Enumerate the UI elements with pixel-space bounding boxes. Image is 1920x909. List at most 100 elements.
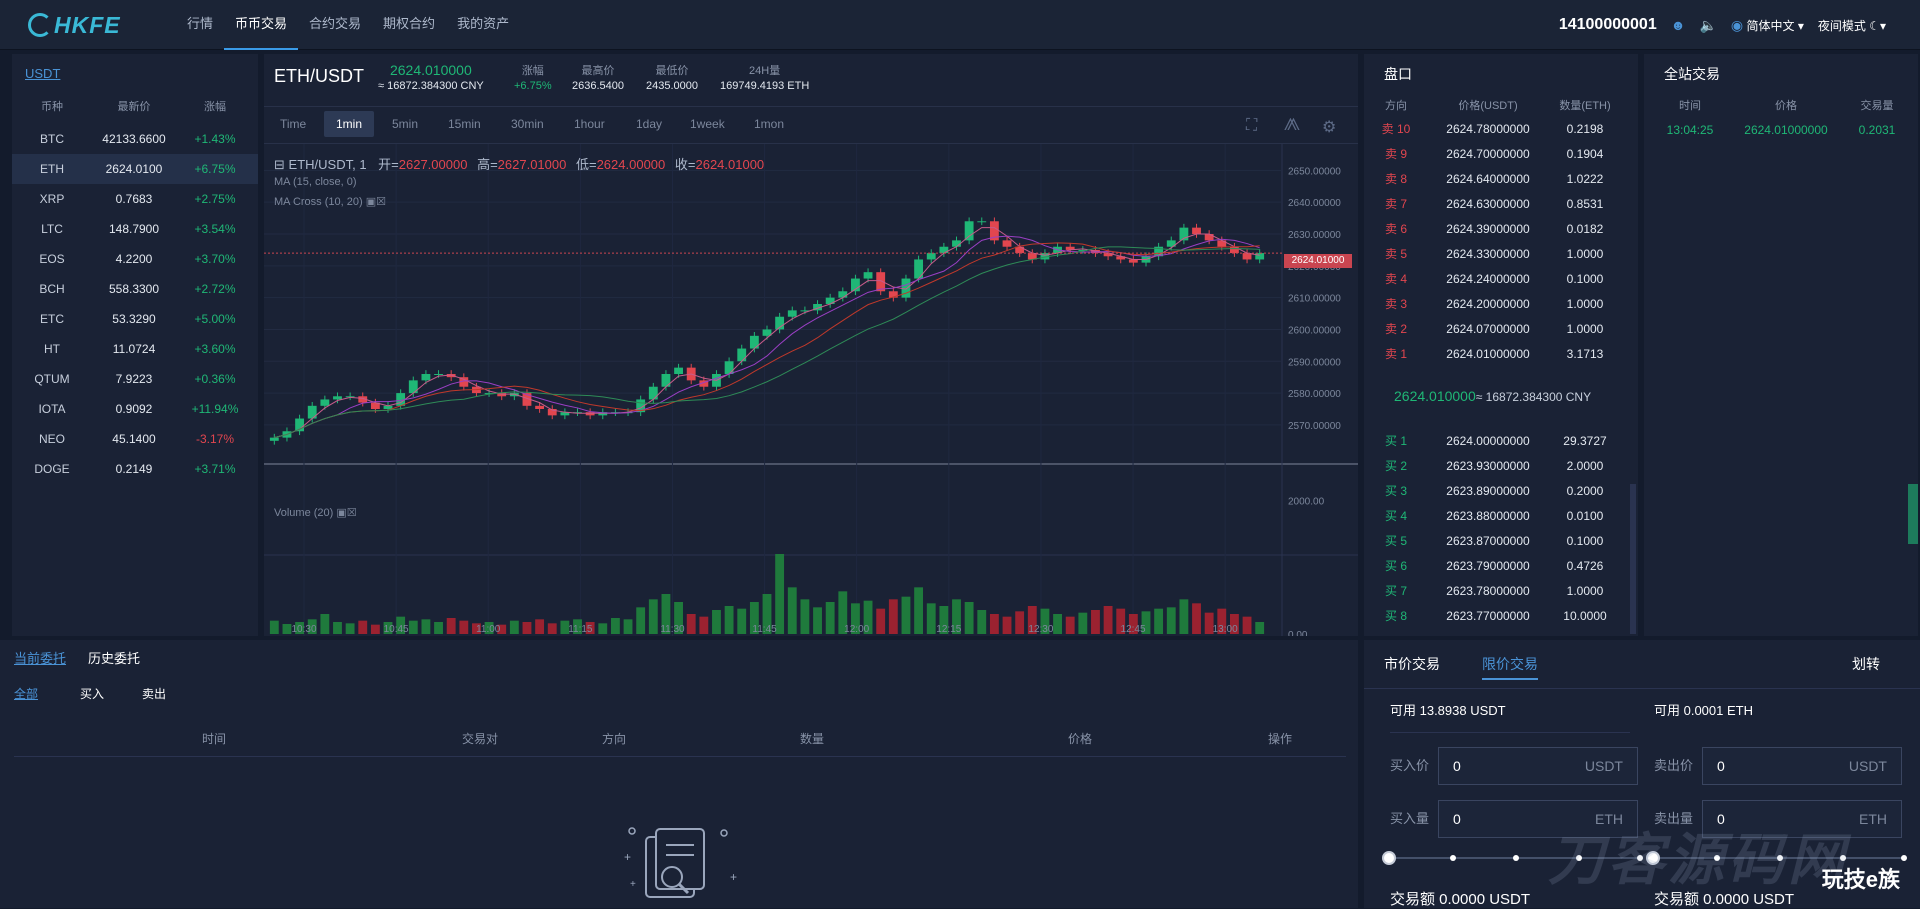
slider-knob[interactable] [1382, 851, 1396, 865]
col-side: 方向 [1385, 100, 1407, 112]
tab-history-orders[interactable]: 历史委托 [88, 651, 141, 666]
nav-item-options[interactable]: 期权合约 [383, 16, 436, 31]
bid-row[interactable]: 买 2 2623.93000000 2.0000 [1364, 453, 1638, 478]
slider-step[interactable] [1901, 855, 1907, 861]
nav-item-contract[interactable]: 合约交易 [309, 16, 362, 31]
nav-item-assets[interactable]: 我的资产 [457, 16, 510, 31]
tf-time[interactable]: Time [280, 117, 307, 131]
user-icon[interactable]: ☻ [1670, 17, 1686, 33]
slider-step[interactable] [1714, 855, 1720, 861]
market-row[interactable]: EOS 4.2200 +3.70% [12, 244, 258, 274]
tab-limit-order[interactable]: 限价交易 [1482, 654, 1538, 680]
candle-body [636, 399, 646, 413]
market-row[interactable]: IOTA 0.9092 +11.94% [12, 394, 258, 424]
logo[interactable]: HKFE [28, 12, 121, 38]
tf-1mon[interactable]: 1mon [754, 117, 785, 131]
bid-row[interactable]: 买 6 2623.79000000 0.4726 [1364, 553, 1638, 578]
market-row[interactable]: ETC 53.3290 +5.00% [12, 304, 258, 334]
filter-sell[interactable]: 卖出 [142, 687, 167, 701]
ask-row[interactable]: 卖 5 2624.33000000 1.0000 [1364, 241, 1638, 266]
tf-1min[interactable]: 1min [324, 111, 375, 137]
orderbook-mid-price: 2624.010000≈ 16872.384300 CNY [1394, 388, 1591, 404]
settings-icon[interactable]: ⚙ [1322, 119, 1337, 136]
close-icon[interactable]: ☒ [346, 507, 357, 519]
tab-market-order[interactable]: 市价交易 [1384, 656, 1440, 672]
volume-bar [1204, 612, 1214, 634]
market-row[interactable]: NEO 45.1400 -3.17% [12, 424, 258, 454]
language-select[interactable]: ◉ 简体中文 ▾ [1731, 17, 1804, 34]
sell-price-input[interactable]: 0 USDT [1702, 747, 1902, 785]
buy-qty-input[interactable]: 0 ETH [1438, 800, 1638, 838]
bid-row[interactable]: 买 3 2623.89000000 0.2000 [1364, 478, 1638, 503]
transfer-button[interactable]: 划转 [1852, 656, 1880, 672]
collapse-icon[interactable]: ⊟ [274, 157, 285, 172]
bid-row[interactable]: 买 8 2623.77000000 10.0000 [1364, 603, 1638, 628]
market-row[interactable]: DOGE 0.2149 +3.71% [12, 454, 258, 484]
close-icon[interactable]: ☒ [376, 196, 386, 208]
ask-row[interactable]: 卖 4 2624.24000000 0.1000 [1364, 266, 1638, 291]
volume-tick-label: 0.00 [1288, 630, 1308, 636]
slider-step[interactable] [1840, 855, 1846, 861]
slider-step[interactable] [1450, 855, 1456, 861]
sell-price-value: 0 [1717, 758, 1725, 774]
ask-price: 2624.33000000 [1446, 246, 1530, 261]
buy-price-input[interactable]: 0 USDT [1438, 747, 1638, 785]
buy-percent-slider[interactable] [1382, 851, 1643, 865]
filter-all[interactable]: 全部 [14, 687, 39, 701]
nav-item-spot[interactable]: 币币交易 [224, 0, 299, 50]
ask-row[interactable]: 卖 1 2624.01000000 3.1713 [1364, 341, 1638, 366]
sell-qty-input[interactable]: 0 ETH [1702, 800, 1902, 838]
eye-icon[interactable]: ▣ [336, 507, 347, 519]
tab-current-orders[interactable]: 当前委托 [14, 651, 67, 666]
indicator-icon[interactable]: ⨇ [1284, 117, 1300, 134]
market-row[interactable]: BTC 42133.6600 +1.43% [12, 124, 258, 154]
ask-row[interactable]: 卖 7 2624.63000000 0.8531 [1364, 191, 1638, 216]
market-row[interactable]: QTUM 7.9223 +0.36% [12, 364, 258, 394]
sell-percent-slider[interactable] [1646, 851, 1907, 865]
sell-qty-value: 0 [1717, 811, 1725, 827]
trade-row: 13:04:25 2624.01000000 0.2031 [1644, 123, 1918, 137]
bid-row[interactable]: 买 7 2623.78000000 1.0000 [1364, 578, 1638, 603]
tf-30min[interactable]: 30min [511, 117, 544, 131]
market-row[interactable]: BCH 558.3300 +2.72% [12, 274, 258, 304]
tf-5min[interactable]: 5min [392, 117, 419, 131]
bid-row[interactable]: 买 5 2623.87000000 0.1000 [1364, 528, 1638, 553]
ask-row[interactable]: 卖 9 2624.70000000 0.1904 [1364, 141, 1638, 166]
candle-body [1255, 253, 1265, 260]
scrollbar[interactable] [1630, 484, 1636, 634]
slider-knob[interactable] [1646, 851, 1660, 865]
tab-usdt[interactable]: USDT [25, 66, 61, 81]
ask-row[interactable]: 卖 6 2624.39000000 0.0182 [1364, 216, 1638, 241]
kline-chart[interactable]: 2650.000002640.000002630.000002620.00000… [264, 144, 1358, 636]
sound-icon[interactable]: 🔈 [1699, 16, 1717, 33]
slider-step[interactable] [1637, 855, 1643, 861]
bid-row[interactable]: 买 4 2623.88000000 0.0100 [1364, 503, 1638, 528]
fullscreen-icon[interactable]: ⛶ [1246, 117, 1258, 134]
market-row[interactable]: HT 11.0724 +3.60% [12, 334, 258, 364]
night-mode-toggle[interactable]: 夜间模式 ☾▾ [1818, 17, 1886, 34]
coin-price: 0.9092 [115, 402, 153, 416]
slider-step[interactable] [1513, 855, 1519, 861]
tf-1hour[interactable]: 1hour [574, 117, 605, 131]
bid-row[interactable]: 买 1 2624.00000000 29.3727 [1364, 428, 1638, 453]
bid-side: 买 8 [1384, 609, 1407, 623]
filter-buy[interactable]: 买入 [80, 687, 105, 701]
tf-15min[interactable]: 15min [448, 117, 481, 131]
market-row[interactable]: XRP 0.7683 +2.75% [12, 184, 258, 214]
tf-1week[interactable]: 1week [690, 117, 725, 131]
market-row[interactable]: LTC 148.7900 +3.54% [12, 214, 258, 244]
tf-1day[interactable]: 1day [636, 117, 663, 131]
slider-step[interactable] [1777, 855, 1783, 861]
ask-row[interactable]: 卖 8 2624.64000000 1.0222 [1364, 166, 1638, 191]
ask-row[interactable]: 卖 2 2624.07000000 1.0000 [1364, 316, 1638, 341]
eye-icon[interactable]: ▣ [365, 196, 377, 208]
candle-body [901, 278, 911, 298]
bid-side: 买 4 [1384, 509, 1407, 523]
user-phone[interactable]: 14100000001 [1558, 16, 1657, 33]
market-row[interactable]: ETH 2624.0100 +6.75% [12, 154, 258, 184]
side-scroll-handle[interactable] [1908, 484, 1918, 544]
ask-row[interactable]: 卖 10 2624.78000000 0.2198 [1364, 116, 1638, 141]
slider-step[interactable] [1576, 855, 1582, 861]
ask-row[interactable]: 卖 3 2624.20000000 1.0000 [1364, 291, 1638, 316]
nav-item-market[interactable]: 行情 [187, 16, 214, 31]
